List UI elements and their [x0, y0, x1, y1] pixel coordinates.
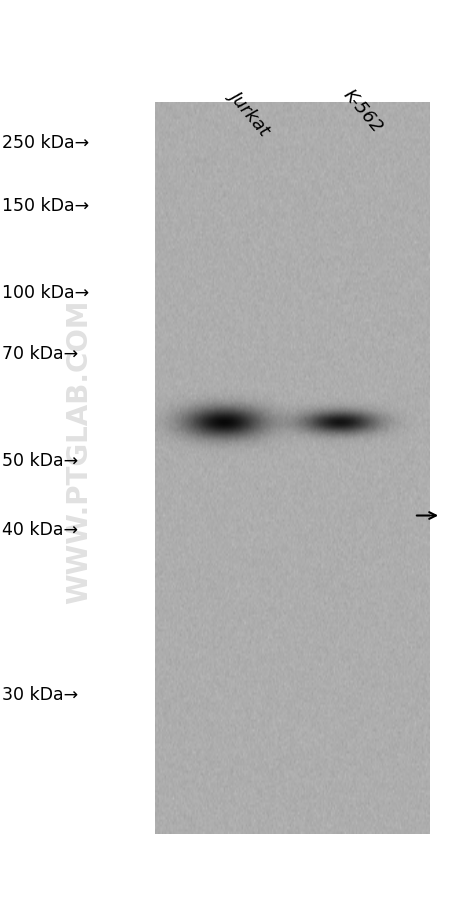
- Text: Jurkat: Jurkat: [227, 86, 274, 137]
- Text: 250 kDa→: 250 kDa→: [2, 133, 90, 152]
- Text: 30 kDa→: 30 kDa→: [2, 686, 78, 704]
- Text: 150 kDa→: 150 kDa→: [2, 197, 90, 215]
- Text: 70 kDa→: 70 kDa→: [2, 345, 78, 363]
- Text: 40 kDa→: 40 kDa→: [2, 520, 78, 538]
- Text: WWW.PTGLAB.COM: WWW.PTGLAB.COM: [65, 299, 93, 603]
- Text: 100 kDa→: 100 kDa→: [2, 284, 90, 302]
- Text: 50 kDa→: 50 kDa→: [2, 451, 78, 469]
- Text: K-562: K-562: [340, 86, 386, 136]
